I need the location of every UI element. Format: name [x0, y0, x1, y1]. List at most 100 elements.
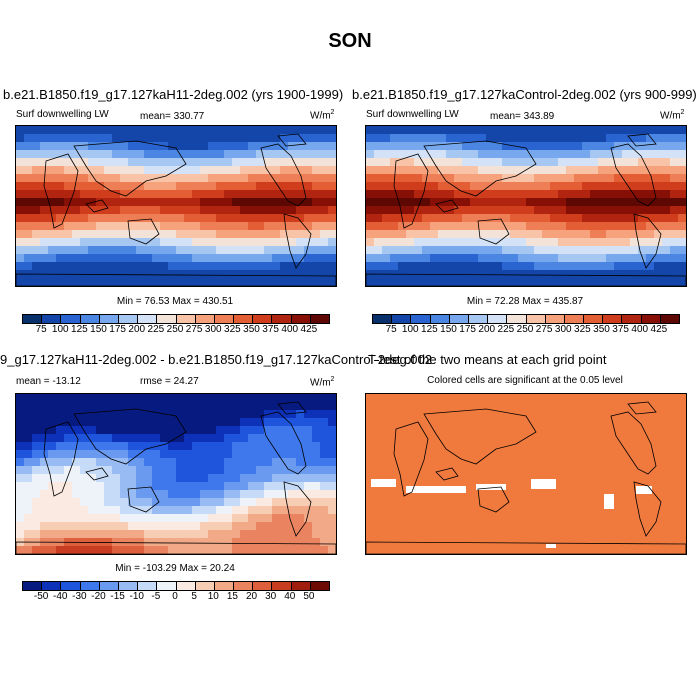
- panel2-tick-label: 100: [401, 324, 419, 335]
- panel1-colorbar-cell: [253, 315, 273, 323]
- panel2-colorbar: [372, 314, 680, 324]
- panel1-colorbar-cell: [272, 315, 292, 323]
- map2-field: [366, 126, 686, 286]
- panel2-tick-label: 325: [574, 324, 591, 335]
- panel3-tick-label: 15: [226, 591, 238, 602]
- panel1-colorbar-cell: [291, 315, 311, 323]
- panel1-colorbar-ticks: 75 100 125 150 175 200 225 250 275 300 325 350 375 40…: [22, 324, 328, 338]
- panel2-tick-label: 200: [478, 324, 496, 335]
- panel3-tick-label: -30: [72, 591, 87, 602]
- panel1-colorbar-cell: [61, 315, 81, 323]
- panel4-map: [365, 393, 687, 555]
- panel2-colorbar-cell: [392, 315, 412, 323]
- panel1-title: b.e21.B1850.f19_g17.127kaH11-2deg.002 (y…: [3, 87, 344, 102]
- panel2-colorbar-ticks: 75 100 125 150 175 200 225 250 275 300 325 350 375 40…: [372, 324, 678, 338]
- panel3-mean-label: mean = -13.12: [16, 376, 81, 387]
- panel2-tick-label: 300: [554, 324, 572, 335]
- panel4-subtitle: Colored cells are significant at the 0.0…: [427, 375, 623, 386]
- panel1-tick-label: 150: [90, 324, 107, 335]
- map3-field: [16, 394, 336, 554]
- panel3-minmax: Min = -103.29 Max = 20.24: [115, 563, 235, 574]
- panel3-tick-label: 30: [265, 591, 277, 602]
- panel3-map: [15, 393, 337, 555]
- panel3-colorbar-cell: [176, 582, 196, 590]
- panel3-colorbar-cell: [234, 582, 254, 590]
- panel3-tick-label: -50: [33, 591, 49, 602]
- panel1-colorbar-cell: [138, 315, 158, 323]
- panel2-tick-label: 175: [459, 324, 476, 335]
- panel3-tick-label: 20: [245, 591, 258, 602]
- panel1-tick-label: 200: [128, 324, 146, 335]
- panel3-tick-label: -15: [110, 591, 125, 602]
- panel2-mean-label: mean= 343.89: [490, 111, 555, 122]
- panel3-colorbar-cell: [42, 582, 62, 590]
- panel1-map: [15, 125, 337, 287]
- panel1-colorbar-cell: [157, 315, 177, 323]
- panel1-colorbar-cell: [118, 315, 139, 323]
- panel1-tick-label: 225: [147, 324, 165, 335]
- panel2-tick-label: 400: [631, 324, 649, 335]
- panel2-tick-label: 125: [421, 324, 438, 335]
- panel2-tick-label: 275: [535, 324, 553, 335]
- panel3-colorbar-cell: [214, 582, 235, 590]
- panel2-colorbar-cell: [449, 315, 469, 323]
- panel2-title: b.e21.B1850.f19_g17.127kaControl-2deg.00…: [352, 87, 697, 102]
- panel1-tick-label: 125: [71, 324, 88, 335]
- panel1-colorbar-cell: [42, 315, 62, 323]
- panel2-tick-label: 375: [612, 324, 629, 335]
- panel3-tick-label: -40: [53, 591, 68, 602]
- panel2-minmax: Min = 72.28 Max = 435.87: [466, 296, 584, 307]
- panel3-colorbar-cell: [118, 582, 139, 590]
- panel3-tick-label: 40: [284, 591, 296, 602]
- panel2-colorbar-cell: [660, 315, 679, 323]
- panel2-colorbar-cell: [411, 315, 431, 323]
- panel3-tick-label: 0: [172, 591, 178, 602]
- panel1-tick-label: 325: [224, 324, 241, 335]
- panel1-colorbar-cell: [80, 315, 100, 323]
- panel1-tick-label: 375: [262, 324, 279, 335]
- panel3-tick-label: 50: [303, 591, 315, 602]
- panel2-colorbar-cell: [603, 315, 623, 323]
- panel1-tick-label: 250: [166, 324, 184, 335]
- panel3-colorbar-cell: [195, 582, 215, 590]
- panel1-colorbar-cell: [214, 315, 235, 323]
- panel3-colorbar-cell: [99, 582, 119, 590]
- panel2-tick-label: 75: [385, 324, 397, 335]
- panel3-colorbar-cell: [291, 582, 311, 590]
- panel1-colorbar-cell: [99, 315, 119, 323]
- panel2-variable-label: Surf downwelling LW: [366, 109, 459, 120]
- panel3-colorbar: [22, 581, 330, 591]
- panel3-colorbar-ticks: -50 -40 -30 -20 -15 -10 -5 0 5 10 15 20 30 40 50: [22, 591, 328, 605]
- panel3-colorbar-cell: [23, 582, 43, 590]
- panel3-colorbar-cell: [253, 582, 273, 590]
- panel1-colorbar-cell: [176, 315, 196, 323]
- panel2-colorbar-cell: [622, 315, 642, 323]
- panel3-colorbar-cell: [80, 582, 100, 590]
- panel2-colorbar-cell: [584, 315, 604, 323]
- panel4-title: T-test of the two means at each grid poi…: [368, 352, 607, 367]
- panel1-variable-label: Surf downwelling LW: [16, 109, 109, 120]
- panel1-tick-label: 350: [243, 324, 260, 335]
- panel1-minmax: Min = 76.53 Max = 430.51: [116, 296, 234, 307]
- panel2-colorbar-cell: [641, 315, 661, 323]
- panel2-tick-label: 350: [593, 324, 610, 335]
- panel2-tick-label: 250: [516, 324, 534, 335]
- panel1-tick-label: 400: [281, 324, 299, 335]
- panel1-colorbar-cell: [234, 315, 254, 323]
- panel1-tick-label: 425: [300, 324, 318, 335]
- panel1-colorbar: [22, 314, 330, 324]
- panel1-tick-label: 275: [185, 324, 203, 335]
- panel2-colorbar-cell: [526, 315, 546, 323]
- panel2-units: W/m2: [660, 109, 685, 122]
- panel1-colorbar-cell: [23, 315, 43, 323]
- panel3-tick-label: 5: [191, 591, 197, 602]
- panel2-tick-label: 150: [440, 324, 457, 335]
- panel3-colorbar-cell: [157, 582, 177, 590]
- panel3-tick-label: -5: [151, 591, 161, 602]
- panel2-tick-label: 425: [650, 324, 668, 335]
- panel3-tick-label: -20: [91, 591, 106, 602]
- panel3-tick-label: -10: [129, 591, 144, 602]
- panel2-colorbar-cell: [373, 315, 393, 323]
- panel2-colorbar-cell: [468, 315, 489, 323]
- panel3-colorbar-cell: [61, 582, 81, 590]
